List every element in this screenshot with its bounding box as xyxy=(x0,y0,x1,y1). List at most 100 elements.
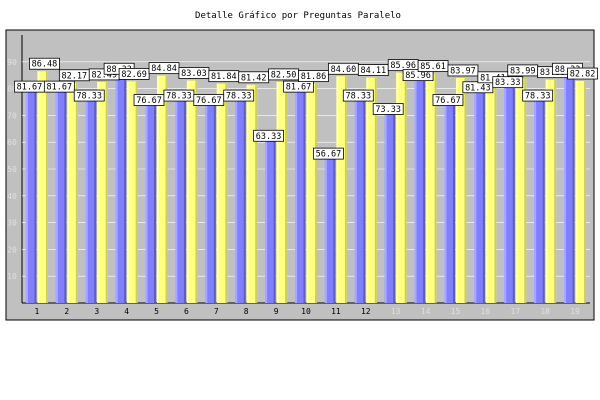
bar-series-2-highlight xyxy=(575,81,578,304)
bar-series-2-shade xyxy=(225,83,228,304)
data-label-series-1: 81.67 xyxy=(286,83,312,93)
y-tick-label: 20 xyxy=(7,245,17,254)
data-label-series-2: 83.03 xyxy=(181,69,207,79)
x-tick-label: 13 xyxy=(391,307,401,316)
y-tick-label: 10 xyxy=(7,272,17,281)
bar-series-1-highlight xyxy=(235,93,238,304)
bar-series-1 xyxy=(55,84,67,304)
data-label-series-2: 85.61 xyxy=(420,62,446,72)
x-tick-label: 1 xyxy=(35,307,40,316)
bar-series-2-highlight xyxy=(306,83,309,303)
x-tick-labels: 1 2 3 4 5 6 7 8 9 10 11 12 13 14 15 16 17 18 19 xyxy=(35,307,581,316)
bar-series-1 xyxy=(85,93,97,304)
bar-series-2-shade xyxy=(434,73,437,303)
bar-series-1-highlight xyxy=(295,84,297,304)
chart-title: Detalle Gráfico por Preguntas Paralelo xyxy=(195,11,401,21)
bar-series-2-highlight xyxy=(276,81,279,304)
bar-series-1 xyxy=(235,93,246,304)
bar-series-1-shade xyxy=(572,66,575,303)
data-label-series-2: 83.99 xyxy=(510,66,536,76)
bar-series-1-shade xyxy=(183,93,186,304)
bar-series-2-highlight xyxy=(246,84,249,303)
bar-series-1-shade xyxy=(333,151,336,303)
bar-series-2 xyxy=(545,79,557,303)
data-label-series-1: 78.33 xyxy=(345,92,371,102)
data-label-series-1: 76.67 xyxy=(196,96,222,106)
bar-series-1 xyxy=(295,84,306,304)
bar-series-2-highlight xyxy=(157,75,160,303)
bar-series-2-shade xyxy=(75,82,78,304)
data-labels: 81.6786.4881.6782.1778.3382.4988.3382.69… xyxy=(14,57,598,160)
bar-series-2 xyxy=(216,83,228,304)
data-label-series-2: 84.84 xyxy=(151,64,177,74)
bar-series-1-highlight xyxy=(175,93,178,304)
bar-series-1-highlight xyxy=(414,72,417,303)
data-label-series-2: 82.82 xyxy=(570,70,596,80)
y-tick-label: 30 xyxy=(7,219,17,228)
bar-series-1 xyxy=(384,106,396,303)
bar-series-2 xyxy=(306,83,317,303)
x-tick-label: 14 xyxy=(421,307,431,316)
bar-series-1-highlight xyxy=(265,133,268,303)
bar-series-2-highlight xyxy=(336,76,339,303)
bar-series-2-shade xyxy=(554,79,557,303)
bar-series-1-highlight xyxy=(504,79,507,303)
bar-series-2 xyxy=(485,84,497,303)
bar-series-2 xyxy=(366,77,377,303)
data-label-series-1: 81.67 xyxy=(17,83,43,93)
bar-series-2 xyxy=(186,80,198,303)
bar-series-1 xyxy=(504,79,515,303)
y-tick-label: 60 xyxy=(7,138,17,147)
data-label-series-2: 81.86 xyxy=(301,72,327,82)
data-label-series-1: 78.33 xyxy=(226,92,252,102)
data-label-box-series-2 xyxy=(29,57,60,70)
x-tick-label: 6 xyxy=(184,307,189,316)
bar-series-1-highlight xyxy=(115,66,118,303)
bar-series-2 xyxy=(575,81,587,304)
data-label-series-1: 78.33 xyxy=(166,92,192,102)
data-label-box-series-1 xyxy=(342,89,374,102)
bar-series-2-shade xyxy=(285,81,288,304)
data-label-box-series-2 xyxy=(567,67,598,80)
bar-series-1 xyxy=(324,151,336,303)
bar-series-2-highlight xyxy=(97,81,100,303)
data-label-series-2: 86.48 xyxy=(32,60,58,70)
x-tick-label: 19 xyxy=(570,307,580,316)
bar-series-2 xyxy=(246,84,258,303)
bar-series-1-shade xyxy=(393,106,396,303)
bar-series-1-shade xyxy=(64,84,67,304)
bar-series-1 xyxy=(354,93,366,304)
data-label-series-1: 63.33 xyxy=(256,132,282,142)
y-tick-label: 80 xyxy=(7,85,17,94)
bar-series-1-shade xyxy=(34,84,37,304)
data-label-series-1: 73.33 xyxy=(375,105,401,115)
bar-series-2-highlight xyxy=(545,79,548,303)
bar-series-1-shade xyxy=(512,79,515,303)
bar-series-2 xyxy=(336,76,347,303)
x-tick-label: 3 xyxy=(94,307,99,316)
bar-series-2 xyxy=(426,73,437,303)
bar-series-2-highlight xyxy=(426,73,429,303)
data-label-series-1: 56.67 xyxy=(316,150,342,160)
bar-series-1-highlight xyxy=(564,66,567,303)
bar-series-2-highlight xyxy=(366,77,369,303)
bar-series-2-highlight xyxy=(67,82,70,304)
data-label-box-series-2 xyxy=(447,64,479,77)
data-label-box-series-1 xyxy=(432,94,464,106)
bar-series-1-shade xyxy=(213,97,216,303)
data-label-box-series-1 xyxy=(223,89,255,102)
bar-series-2-shade xyxy=(45,71,48,303)
bar-series-1-highlight xyxy=(324,151,327,303)
bar-series-2 xyxy=(276,81,288,304)
bar-series-1-highlight xyxy=(205,97,208,303)
bar-series-2-shade xyxy=(135,81,138,303)
bar-series-1 xyxy=(175,93,186,304)
bar-series-2 xyxy=(515,77,527,303)
data-label-series-2: 81.84 xyxy=(211,72,237,82)
x-tick-label: 16 xyxy=(481,307,491,316)
bar-series-2-highlight xyxy=(515,77,518,303)
data-label-box-series-1 xyxy=(522,89,554,102)
x-tick-label: 12 xyxy=(361,307,371,316)
x-tick-label: 17 xyxy=(510,307,520,316)
data-label-series-1: 76.67 xyxy=(435,96,461,106)
